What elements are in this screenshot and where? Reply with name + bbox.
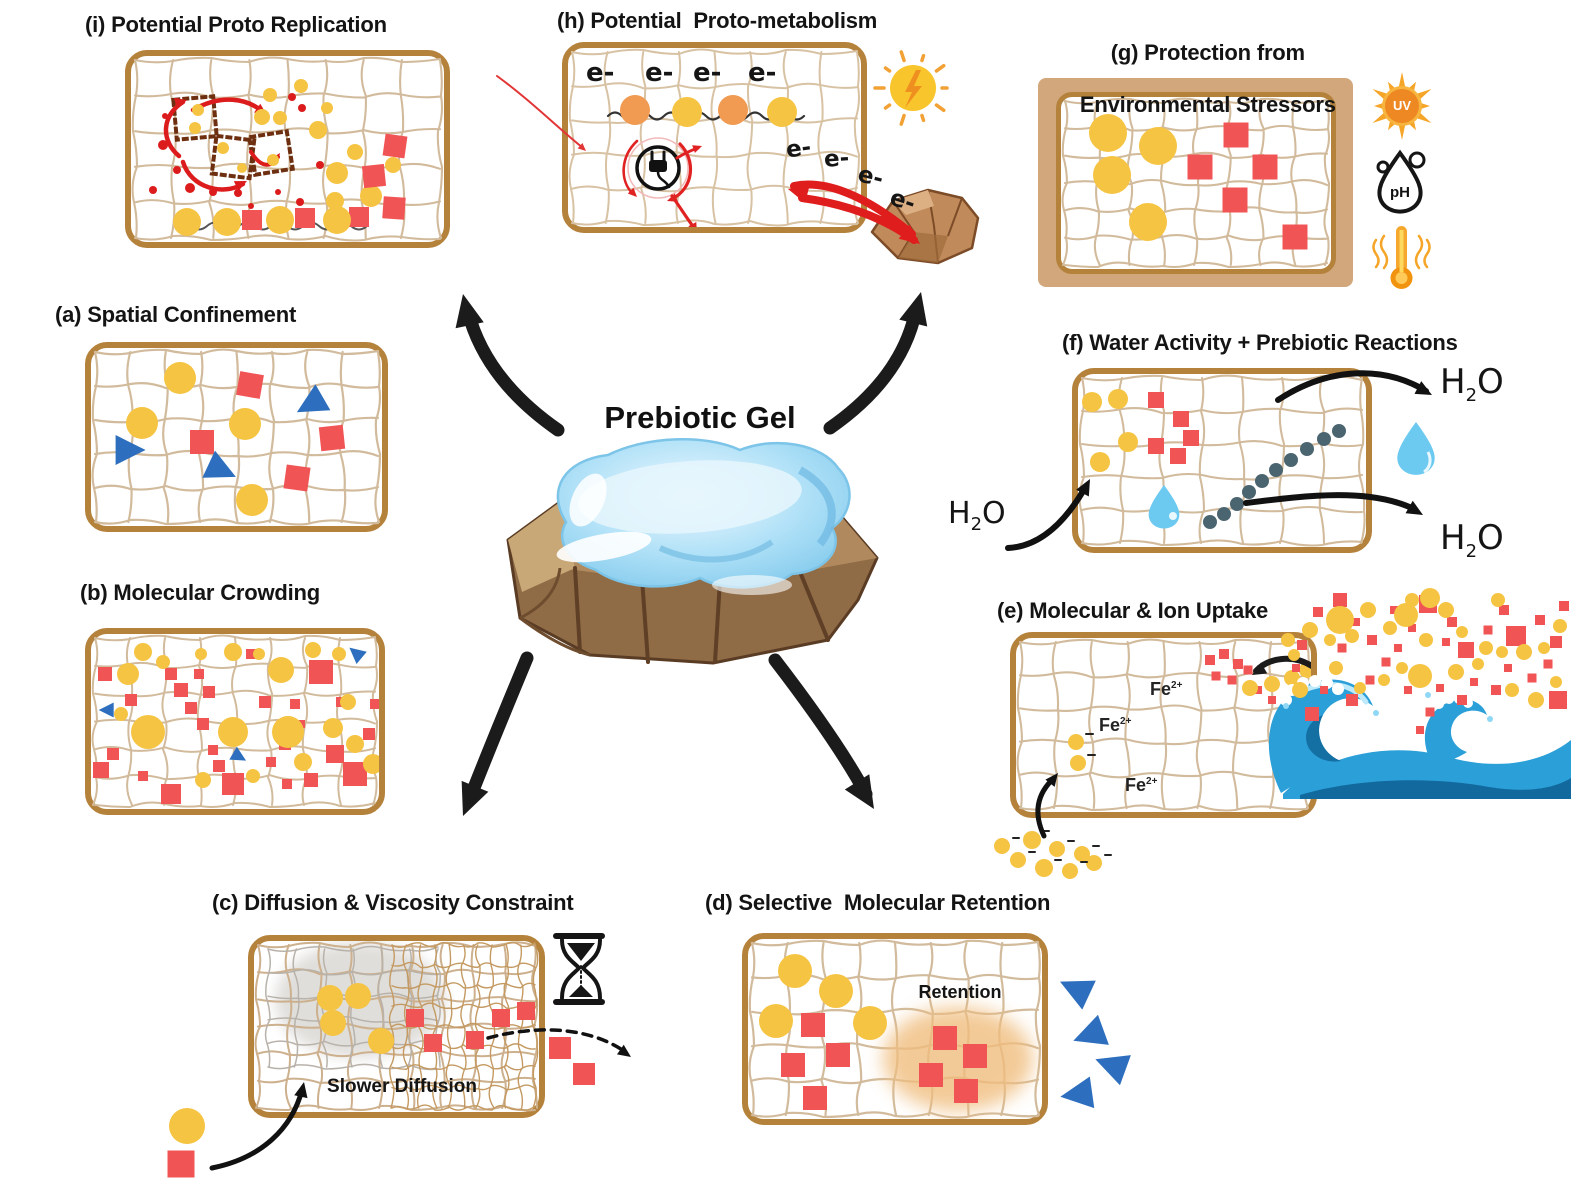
panel-d-illustration	[748, 939, 1042, 1119]
prebiotic-gel-on-rock-icon	[506, 470, 879, 665]
red-molecules	[361, 133, 408, 220]
retention-label: Retention	[918, 982, 1002, 1002]
molecules	[1082, 389, 1199, 472]
panel-e-box	[1010, 632, 1317, 818]
slower-diffusion-label: Slower Diffusion	[327, 1076, 477, 1097]
panel-g-illustration	[1061, 97, 1331, 269]
gel-mesh	[254, 941, 539, 1112]
thermometer-icon	[1372, 226, 1431, 289]
electron-label: e-	[748, 58, 777, 88]
panel-i-title: (i) Potential Proto Replication	[85, 12, 387, 37]
panel-g-box	[1056, 92, 1336, 274]
electron-label: e-	[586, 58, 615, 88]
h2o-h: H	[948, 496, 971, 531]
panel-g-title-line1: (g) Protection from	[1110, 40, 1305, 65]
hourglass-icon	[553, 933, 605, 1005]
panel-g-title: (g) Protection from Environmental Stress…	[1040, 14, 1352, 144]
panel-e-illustration	[1016, 638, 1311, 812]
fe-symbol: Fe	[1150, 679, 1172, 699]
electron-label: e-	[855, 161, 886, 193]
red-dots	[149, 93, 324, 209]
uv-label: UV	[1392, 98, 1412, 113]
panel-a-illustration	[91, 348, 382, 526]
yellow-molecules	[189, 79, 401, 210]
panel-i-illustration	[131, 56, 444, 242]
uptaken-molecules	[1205, 649, 1311, 704]
molecules	[759, 954, 987, 1110]
panel-d-title: (d) Selective Molecular Retention	[705, 890, 1051, 915]
panel-b-illustration	[91, 634, 379, 809]
panel-c-box	[248, 935, 545, 1118]
electron-label: e-	[693, 58, 722, 88]
electron-label: e-	[645, 58, 674, 88]
fe-symbol: Fe	[1125, 775, 1147, 795]
crowded-molecules	[93, 642, 379, 804]
panel-a-title: (a) Spatial Confinement	[55, 302, 297, 327]
water-droplet-icon	[1148, 485, 1180, 529]
electron-transfer-chain	[606, 95, 806, 127]
redox-cycle-arrows	[622, 139, 702, 227]
h2o-label: H2O	[948, 496, 1006, 535]
h2o-2: 2	[970, 514, 983, 535]
panel-a-box	[85, 342, 388, 532]
panel-e-title: (e) Molecular & Ion Uptake	[997, 598, 1269, 623]
molecules	[115, 362, 346, 516]
iron-ions	[1068, 733, 1096, 771]
water-droplet-icon	[1397, 422, 1435, 475]
h2o-h: H	[1440, 362, 1466, 402]
fe-ion-label: Fe2+	[1150, 679, 1182, 700]
panel-f-title: (f) Water Activity + Prebiotic Reactions	[1062, 330, 1458, 355]
h2o-o: O	[1477, 362, 1504, 402]
electron-label: e-	[886, 184, 919, 218]
gel-blob	[556, 438, 851, 595]
electron-label: e-	[784, 134, 813, 164]
h2o-h: H	[1440, 518, 1466, 558]
h2o-o: O	[982, 496, 1006, 531]
panel-f-illustration	[1078, 374, 1366, 547]
excluded-molecules	[1060, 980, 1131, 1109]
h2o-label: H2O	[1440, 362, 1504, 406]
h2o-o: O	[1477, 518, 1504, 558]
panel-g-title-line2: Environmental Stressors	[1079, 92, 1336, 117]
radiating-arrows	[455, 292, 928, 816]
h2o-2: 2	[1465, 540, 1478, 562]
sun-energy-icon	[873, 50, 949, 126]
polymer-chain	[173, 206, 369, 236]
fe-ion-label: Fe2+	[1125, 775, 1157, 796]
electric-plug-icon	[627, 137, 689, 199]
panel-b-box	[85, 628, 385, 815]
polymer-chain	[1203, 424, 1346, 529]
fe-charge: 2+	[1120, 716, 1132, 727]
fe-ion-label: Fe2+	[1099, 715, 1131, 736]
ph-droplet-icon	[1376, 149, 1426, 214]
fe-charge: 2+	[1171, 680, 1183, 691]
fe-charge: 2+	[1146, 776, 1158, 787]
molecules	[317, 983, 535, 1054]
electron-label: e-	[823, 145, 851, 173]
protected-molecules	[1089, 114, 1308, 250]
figure-center-title: Prebiotic Gel	[604, 400, 796, 435]
panel-c-illustration	[254, 941, 539, 1112]
panel-h-title: (h) Potential Proto-metabolism	[557, 8, 878, 33]
panel-c-title: (c) Diffusion & Viscosity Constraint	[212, 890, 574, 915]
fe-symbol: Fe	[1099, 715, 1121, 735]
panel-b-title: (b) Molecular Crowding	[80, 580, 321, 605]
sea-molecules	[1281, 588, 1569, 734]
panel-f-box	[1072, 368, 1372, 553]
panel-i-box	[125, 50, 450, 248]
panel-d-box	[742, 933, 1048, 1125]
mineral-rock-icon	[870, 188, 980, 265]
h2o-2: 2	[1465, 384, 1478, 406]
ph-label: pH	[1390, 184, 1410, 201]
panel-h-box	[562, 42, 867, 233]
h2o-label: H2O	[1440, 518, 1504, 562]
